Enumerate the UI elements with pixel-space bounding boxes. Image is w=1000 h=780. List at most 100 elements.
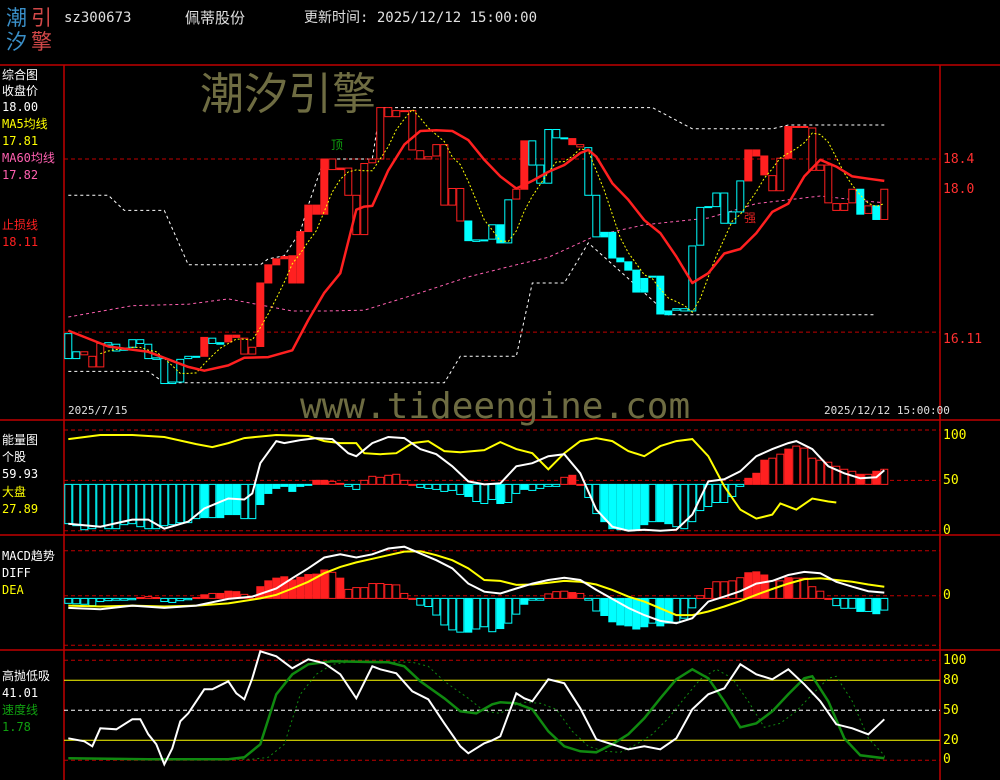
macd-bar [568,592,577,599]
energy-bar [288,483,297,492]
energy-bar [320,479,329,485]
macd-bar [520,597,529,605]
macd-bar [656,597,665,627]
macd-bar [880,597,889,611]
candle [520,140,529,190]
candle [472,239,481,242]
energy-bar [472,483,481,502]
candle [632,269,641,293]
energy-bar [648,483,657,523]
candle [152,357,161,360]
energy-bar [264,483,273,494]
energy-bar [552,483,561,487]
energy-bar [112,483,121,530]
candle [608,231,617,259]
macd-bar [408,597,417,600]
energy-bar [520,483,529,490]
macd-bar [784,577,793,599]
diff-line [68,545,885,625]
macd-bar [472,597,481,630]
candle [184,355,193,360]
candle [312,204,321,215]
energy-bar [96,483,105,528]
ma60-value: 17.82 [2,168,39,182]
end-date: 2025/12/12 15:00:00 [824,404,950,417]
macd-bar [496,597,505,630]
macd-bar [592,597,601,612]
candle [256,282,265,347]
candle [656,275,665,315]
energy-bar [832,465,841,485]
candle [752,149,761,157]
macd-bar [304,574,313,599]
price-axis-label: 18.4 [943,152,975,167]
candle [264,264,273,284]
energy-bar [160,483,169,527]
candle [224,334,233,343]
candle [808,127,817,171]
macd-bar [712,581,721,599]
market-energy-value: 27.89 [2,502,39,516]
macd-bar [792,577,801,599]
marker-strong: 强 [744,211,757,225]
energy-bar [376,476,385,485]
energy-bar [544,483,553,487]
energy-bar [328,480,337,485]
macd-bar [536,597,545,601]
dea-line [68,550,885,617]
energy-bar [176,483,185,524]
candle [528,140,537,166]
lower-band-line [68,242,877,384]
macd-bar [416,597,425,606]
start-date: 2025/7/15 [68,404,128,417]
candle [208,337,217,344]
macd-bar [624,597,633,627]
logo-char-3: 汐 [6,30,27,54]
energy-bar [640,483,649,526]
candle [720,192,729,224]
energy-bar [608,483,617,530]
candle [248,346,257,355]
energy-bar [600,483,609,523]
macd-bar [208,592,217,599]
energy-axis-label: 100 [943,428,967,443]
stock-name: 佩蒂股份 [185,9,246,27]
energy-bar [424,483,433,489]
macd-bar [72,597,81,605]
energy-bar [80,483,89,531]
macd-bar [296,576,305,599]
candle [128,339,137,348]
candle [872,205,881,220]
macd-bar [584,597,593,601]
energy-bar [488,483,497,500]
candle [288,255,297,284]
energy-bar [576,483,585,486]
energy-axis-label: 50 [943,473,959,488]
candle [696,206,705,246]
macd-bar [376,583,385,599]
macd-bar [160,597,169,603]
macd-bar [696,595,705,599]
energy-bar [512,483,521,494]
candle [64,333,73,360]
logo-char-1: 潮 [6,6,27,30]
macd-bar [152,597,161,599]
price-axis-label: 18.0 [943,182,975,197]
speed-signal-line [92,660,885,760]
macd-bar [144,596,153,599]
stop-loss-line [67,129,885,372]
macd-title: MACD趋势 [2,549,55,563]
macd-bar [384,583,393,599]
gpdx-axis-label: 80 [943,673,959,688]
candle [592,194,601,238]
macd-bar [840,597,849,609]
candle [384,107,393,118]
energy-bar [672,483,681,528]
energy-bar [744,477,753,485]
candle [864,205,873,214]
candle [408,110,417,151]
macd-bar [848,597,857,609]
candle [216,342,225,345]
energy-bar [664,483,673,525]
